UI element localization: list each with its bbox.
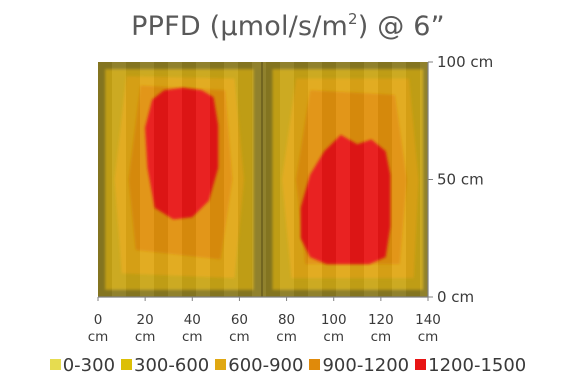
x-tick-unit: cm [229,329,250,345]
x-tick-label: 140 [415,312,441,328]
y-tick-label: 0 cm [437,288,474,306]
legend-swatch [121,359,133,370]
legend-swatch [215,359,227,370]
legend-label: 1200-1500 [428,355,527,376]
x-tick-label: 60 [231,312,248,328]
x-tick-label: 20 [137,312,154,328]
x-tick-label: 120 [368,312,394,328]
legend-label: 300-600 [134,355,210,376]
x-tick-unit: cm [418,329,439,345]
x-tick-unit: cm [135,329,156,345]
legend-item: 0-300 [49,355,116,376]
legend-label: 0-300 [62,355,116,376]
legend-item: 600-900 [215,355,303,376]
legend-swatch [415,359,427,370]
legend-item: 1200-1500 [415,355,526,376]
x-tick-unit: cm [323,329,344,345]
y-axis-ticks: 0 cm 50 cm 100 cm [428,53,493,306]
x-tick-label: 40 [184,312,201,328]
legend-item: 900-1200 [309,355,409,376]
y-tick-label: 100 cm [437,53,493,71]
chart-title: PPFD (µmol/s/m2) @ 6” [131,10,445,42]
legend-label: 900-1200 [322,355,410,376]
x-tick-label: 100 [321,312,347,328]
x-tick-unit: cm [182,329,203,345]
x-tick-unit: cm [276,329,297,345]
x-tick-label: 0 [94,312,103,328]
legend-label: 600-900 [228,355,304,376]
x-tick-label: 80 [278,312,295,328]
x-tick-unit: cm [371,329,392,345]
legend-swatch [49,359,61,370]
legend-swatch [309,359,321,370]
y-tick-label: 50 cm [437,171,484,189]
legend: 0-300 300-600 600-900 900-1200 1200-1500 [0,355,576,376]
x-tick-unit: cm [88,329,109,345]
legend-item: 300-600 [121,355,209,376]
facet-overlay [98,62,428,297]
